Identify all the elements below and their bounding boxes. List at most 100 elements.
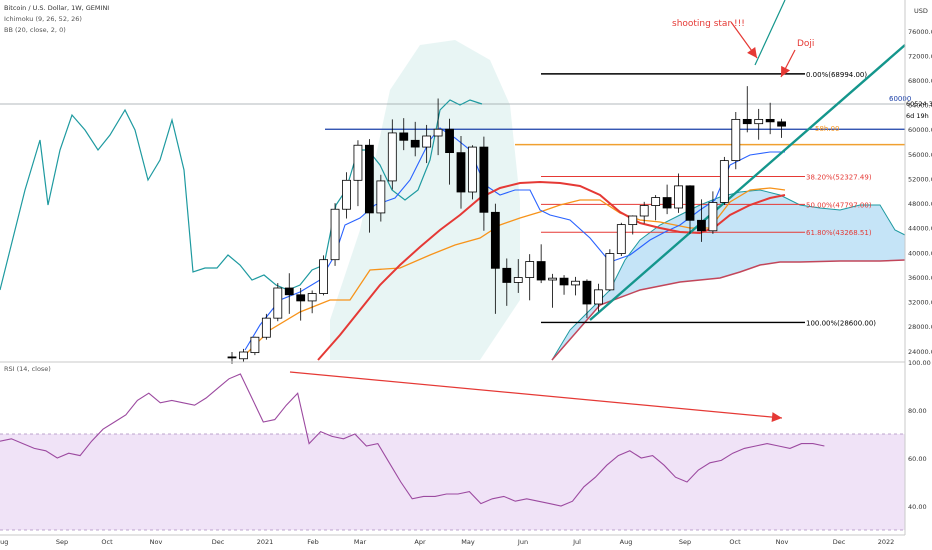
candle-body xyxy=(765,118,775,123)
candle-body xyxy=(559,277,569,286)
candle-body xyxy=(468,146,477,193)
fib-level-label: 0.00%(68994.00) xyxy=(806,71,867,79)
candle-body xyxy=(239,351,248,360)
candle-body xyxy=(548,277,557,281)
candle-body xyxy=(364,144,374,214)
time-tick-label: Mar xyxy=(354,538,367,546)
candle-body xyxy=(330,208,340,261)
time-tick-label: Oct xyxy=(729,538,741,546)
time-tick-label: Nov xyxy=(776,538,789,546)
time-tick-label: 2021 xyxy=(257,538,274,546)
candle-body xyxy=(685,185,695,221)
currency-label: USD xyxy=(914,7,928,15)
candle-body xyxy=(502,267,512,283)
price-tick-label: 24000.00 xyxy=(908,348,932,356)
time-tick-label: Dec xyxy=(212,538,225,546)
candle-body xyxy=(479,146,489,213)
time-tick-label: Feb xyxy=(307,538,319,546)
price-tick-label: 60000.00 xyxy=(908,126,932,134)
candle-body xyxy=(777,121,786,127)
candle-body xyxy=(422,135,432,148)
candle-body xyxy=(616,224,626,254)
candle-body xyxy=(284,287,294,296)
price-tick-label: 76000.00 xyxy=(908,28,932,36)
rsi-tick-label: 80.00 xyxy=(908,407,927,415)
candle-body xyxy=(433,128,443,137)
rsi-tick-label: 60.00 xyxy=(908,455,927,463)
price-tick-label: 32000.00 xyxy=(908,299,932,307)
candle-body xyxy=(250,336,260,354)
time-tick-label: Jul xyxy=(572,538,581,546)
time-tick-label: Dec xyxy=(833,538,846,546)
candle-body xyxy=(571,280,580,286)
time-tick-label: Sep xyxy=(679,538,691,546)
time-tick-label: Nov xyxy=(150,538,163,546)
candle-body xyxy=(731,118,741,162)
time-tick-label: Oct xyxy=(101,538,113,546)
price-tick-label: 68000.00 xyxy=(908,77,932,85)
rsi-line xyxy=(0,373,825,507)
candle-body xyxy=(628,215,638,226)
candle-body xyxy=(319,259,329,294)
fib-level-label: 50.00%(47797.00) xyxy=(806,201,872,209)
candle-body xyxy=(399,132,409,141)
price-tick-label: 40000.00 xyxy=(908,249,932,257)
price-tick-label: 52000.00 xyxy=(908,175,932,183)
price-tick-label: 56000.00 xyxy=(908,151,932,159)
candle-body xyxy=(490,211,500,269)
candle-body xyxy=(227,356,237,359)
candle-body xyxy=(410,139,420,148)
rsi-band-fill xyxy=(0,434,905,530)
annotation-shooting-star: shooting star !!! xyxy=(672,19,745,29)
rsi-tick-label: 40.00 xyxy=(908,503,927,511)
price-tick-label: 64000.00 xyxy=(908,102,932,110)
annotation-doji: Doji xyxy=(797,39,814,49)
rsi-divergence-line xyxy=(289,371,783,419)
level-tag-60000: 60000 xyxy=(889,95,911,103)
candle-body xyxy=(376,180,386,214)
time-tick-label: Aug xyxy=(620,538,633,546)
chikou-span-line xyxy=(0,99,483,291)
candle-body xyxy=(742,118,752,125)
price-tick-label: 28000.00 xyxy=(908,323,932,331)
time-tick-label: Jun xyxy=(517,538,528,546)
candle-body xyxy=(662,197,672,209)
time-tick-label: Sep xyxy=(56,538,68,546)
candle-body xyxy=(651,197,661,206)
time-tick-label: Apr xyxy=(414,538,426,546)
candle-body xyxy=(605,253,615,291)
steep-trend-line xyxy=(754,0,786,66)
candle-body xyxy=(445,128,454,154)
candle-body xyxy=(525,261,535,278)
candle-body xyxy=(582,280,592,305)
rsi-divergence-line-head xyxy=(771,412,782,423)
senkou-span-b-line xyxy=(551,259,906,361)
candle-body xyxy=(708,202,718,232)
price-tick-label: 72000.00 xyxy=(908,52,932,60)
candle-body xyxy=(261,317,271,338)
candle-body xyxy=(273,287,283,319)
candle-body xyxy=(536,261,546,281)
fib-level-label: 61.80%(43268.51) xyxy=(806,229,872,237)
candle-body xyxy=(342,179,351,210)
price-tick-label: 48000.00 xyxy=(908,200,932,208)
last-price-tag: 60524.38 xyxy=(906,100,932,108)
candle-body xyxy=(456,152,466,193)
candle-body xyxy=(307,293,317,302)
fib-level-label: 100.00%(28600.00) xyxy=(806,319,876,327)
candle-body xyxy=(754,118,764,125)
candle-body xyxy=(639,205,649,217)
ichimoku-legend: Ichimoku (9, 26, 52, 26) xyxy=(4,15,82,23)
price-tick-label: 36000.00 xyxy=(908,274,932,282)
price-tick-label: 44000.00 xyxy=(908,225,932,233)
level-tag-bg xyxy=(888,94,905,103)
candle-body xyxy=(296,294,306,302)
candle-body xyxy=(387,132,397,182)
candle-body xyxy=(353,144,363,181)
candle-body xyxy=(719,160,729,203)
time-tick-label: Aug xyxy=(0,538,8,546)
candle-body xyxy=(513,277,523,283)
bollinger-band-fill xyxy=(330,40,520,360)
bb-value-tag: 58h.00 xyxy=(815,125,839,133)
